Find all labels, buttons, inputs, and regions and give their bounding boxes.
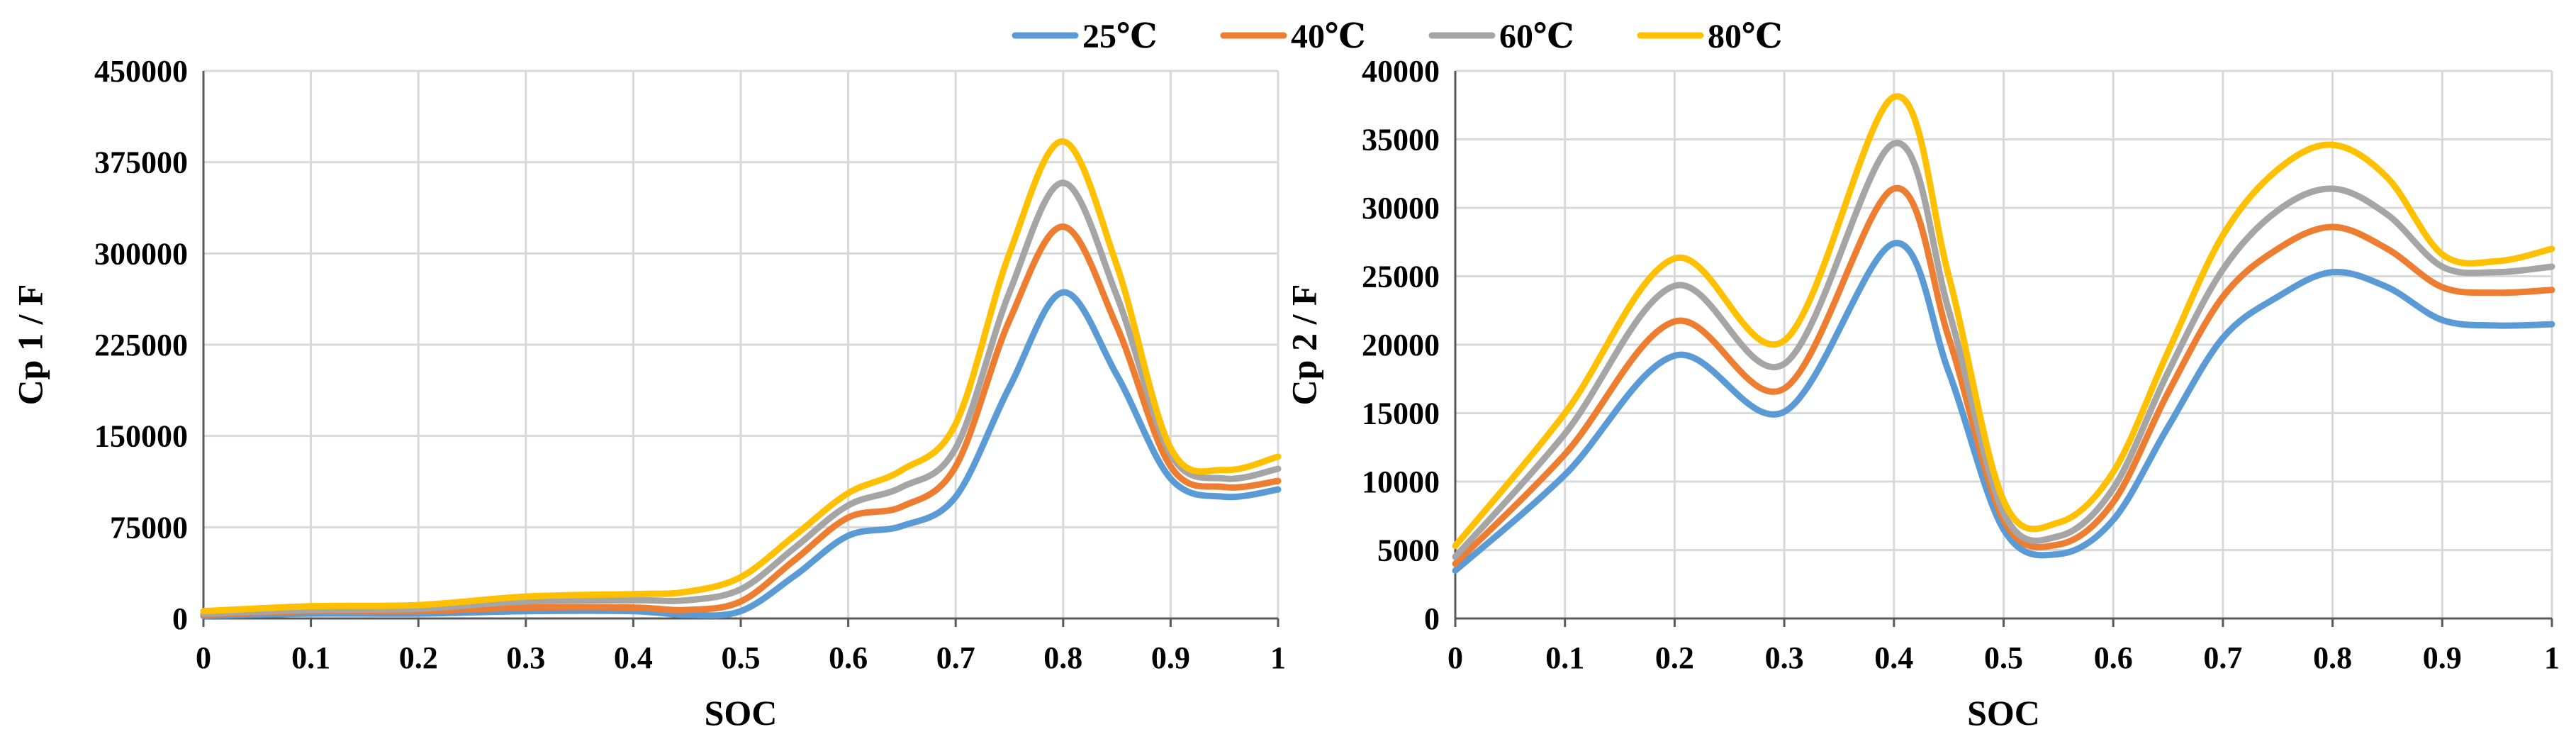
x-tick-label: 0.8 [2313,640,2352,675]
y-axis-title: Cp 1 / F [10,284,50,406]
y-tick-label: 40000 [1362,54,1440,89]
y-tick-label: 25000 [1362,260,1440,294]
x-tick-label: 0.4 [1874,640,1913,675]
x-axis-title: SOC [1967,693,2040,733]
x-tick-label: 1 [2544,640,2560,675]
y-tick-label: 75000 [110,510,188,545]
series-line-60℃ [1452,140,2555,560]
series-line-40℃ [200,223,1282,618]
legend-label: 60℃ [1499,18,1574,55]
x-axis-title: SOC [705,693,778,733]
y-tick-label: 30000 [1362,191,1440,226]
legend: 25℃ 40℃ 60℃ 80℃ [1012,18,1783,55]
x-tick-label: 0.6 [2094,640,2133,675]
y-tick-label: 300000 [94,236,188,271]
y-tick-label: 20000 [1362,328,1440,362]
series-line-80℃ [200,138,1282,615]
chart-cp1: 0 75000 150000 225000 300000 375000 450000 0 0.1… [10,54,1286,733]
x-tick-label: 0.1 [1545,640,1584,675]
y-tick-label: 225000 [94,328,188,362]
legend-label: 25℃ [1082,18,1158,55]
x-tick-label: 0.1 [291,640,330,675]
y-tick-label: 0 [172,601,188,636]
legend-label: 40℃ [1291,18,1366,55]
legend-item: 25℃ [1012,18,1158,55]
x-tick-label: 0.5 [722,640,761,675]
x-tick-label: 0.8 [1043,640,1082,675]
x-tick-label: 0 [196,640,211,675]
x-tick-label: 0 [1447,640,1463,675]
y-tick-label: 10000 [1362,465,1440,499]
y-tick-label: 15000 [1362,396,1440,431]
x-tick-label: 0.3 [1765,640,1804,675]
y-tick-label: 0 [1424,601,1440,636]
x-tick-label: 0.2 [1655,640,1694,675]
y-axis-title: Cp 2 / F [1284,284,1323,406]
x-tick-label: 0.2 [399,640,438,675]
chart-cp2: 0 5000 10000 15000 20000 25000 30000 35000 40000… [1284,54,2560,733]
x-tick-label: 0.5 [1984,640,2023,675]
legend-item: 80℃ [1637,18,1783,55]
legend-item: 60℃ [1428,18,1574,55]
y-tick-label: 450000 [94,54,188,89]
y-tick-label: 35000 [1362,123,1440,157]
y-tick-label: 375000 [94,145,188,180]
y-tick-label: 150000 [94,419,188,454]
legend-item: 40℃ [1220,18,1366,55]
series-line-25℃ [1452,240,2555,574]
legend-label: 80℃ [1708,18,1783,55]
x-tick-label: 0.9 [1151,640,1190,675]
x-tick-label: 0.7 [936,640,975,675]
x-tick-label: 0.3 [506,640,545,675]
y-tick-label: 5000 [1377,533,1440,568]
series-line-60℃ [200,179,1282,617]
x-tick-label: 1 [1270,640,1286,675]
series-line-40℃ [1452,184,2555,567]
x-tick-label: 0.9 [2423,640,2462,675]
series-line-80℃ [1452,93,2555,550]
x-tick-label: 0.6 [829,640,868,675]
x-tick-label: 0.7 [2203,640,2242,675]
x-tick-label: 0.4 [614,640,653,675]
